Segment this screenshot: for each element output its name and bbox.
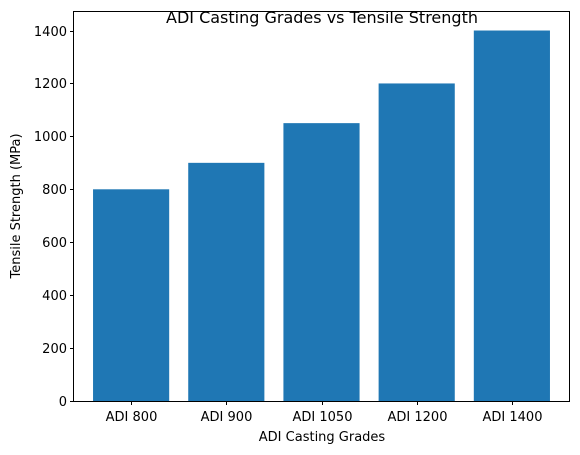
bar-adi-800	[93, 189, 170, 401]
bar-adi-900	[188, 162, 265, 401]
y-tick-label: 200	[42, 342, 67, 357]
y-tick-label: 0	[59, 395, 67, 410]
x-axis-label: ADI Casting Grades	[259, 430, 386, 445]
x-tick-label: ADI 1050	[293, 410, 353, 425]
y-tick-label: 1000	[34, 130, 67, 145]
y-tick-label: 1200	[34, 77, 67, 92]
chart-title: ADI Casting Grades vs Tensile Strength	[166, 8, 478, 27]
y-tick-label: 1400	[34, 25, 67, 40]
x-tick-label: ADI 900	[201, 410, 253, 425]
x-tick-label: ADI 1400	[483, 410, 543, 425]
bar-adi-1200	[378, 83, 455, 401]
bar-group	[93, 30, 550, 402]
x-tick-label: ADI 800	[106, 410, 158, 425]
x-axis-ticks: ADI 800 ADI 900 ADI 1050 ADI 1200 ADI 1400	[106, 401, 543, 425]
plot-area: 0 200 400 600 800 1000 1200 1400 ADI 800 ADI 900…	[34, 11, 570, 425]
y-tick-label: 400	[42, 289, 67, 304]
x-tick-label: ADI 1200	[388, 410, 448, 425]
y-tick-label: 800	[42, 183, 67, 198]
y-tick-label: 600	[42, 236, 67, 251]
plot-frame	[73, 11, 570, 402]
bar-adi-1400	[473, 30, 550, 402]
y-axis-label: Tensile Strength (MPa)	[9, 133, 24, 279]
y-axis-ticks: 0 200 400 600 800 1000 1200 1400	[34, 25, 74, 410]
bar-adi-1050	[283, 123, 360, 401]
